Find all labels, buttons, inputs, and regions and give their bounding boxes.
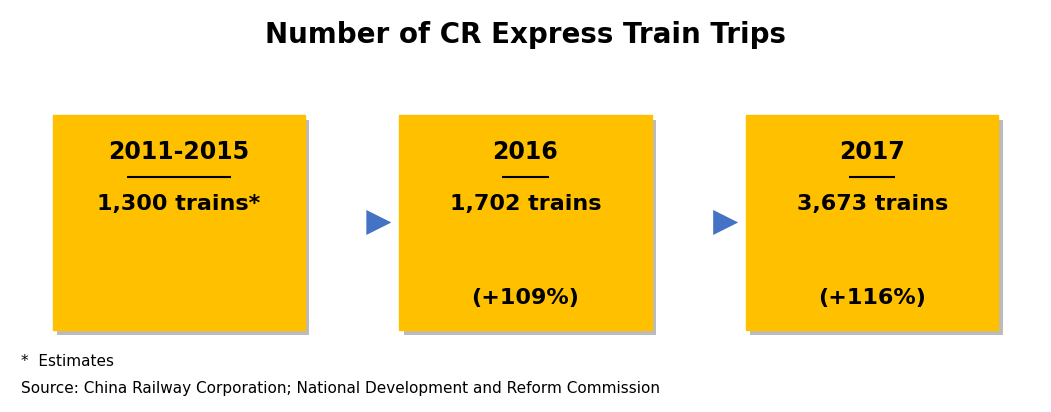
Text: 3,673 trains: 3,673 trains — [797, 194, 948, 214]
FancyBboxPatch shape — [57, 120, 309, 335]
Text: 1,702 trains: 1,702 trains — [450, 194, 601, 214]
Text: 2011-2015: 2011-2015 — [108, 140, 249, 164]
Text: Source: China Railway Corporation; National Development and Reform Commission: Source: China Railway Corporation; Natio… — [21, 381, 660, 396]
Text: 1,300 trains*: 1,300 trains* — [97, 194, 261, 214]
FancyBboxPatch shape — [53, 115, 305, 330]
FancyBboxPatch shape — [746, 115, 998, 330]
Text: (+116%): (+116%) — [819, 288, 926, 309]
Text: (+109%): (+109%) — [472, 288, 579, 309]
FancyBboxPatch shape — [399, 115, 652, 330]
Text: *  Estimates: * Estimates — [21, 354, 114, 369]
FancyBboxPatch shape — [404, 120, 656, 335]
Text: 2016: 2016 — [493, 140, 558, 164]
Text: Number of CR Express Train Trips: Number of CR Express Train Trips — [265, 21, 786, 49]
FancyBboxPatch shape — [750, 120, 1003, 335]
Text: 2017: 2017 — [840, 140, 905, 164]
